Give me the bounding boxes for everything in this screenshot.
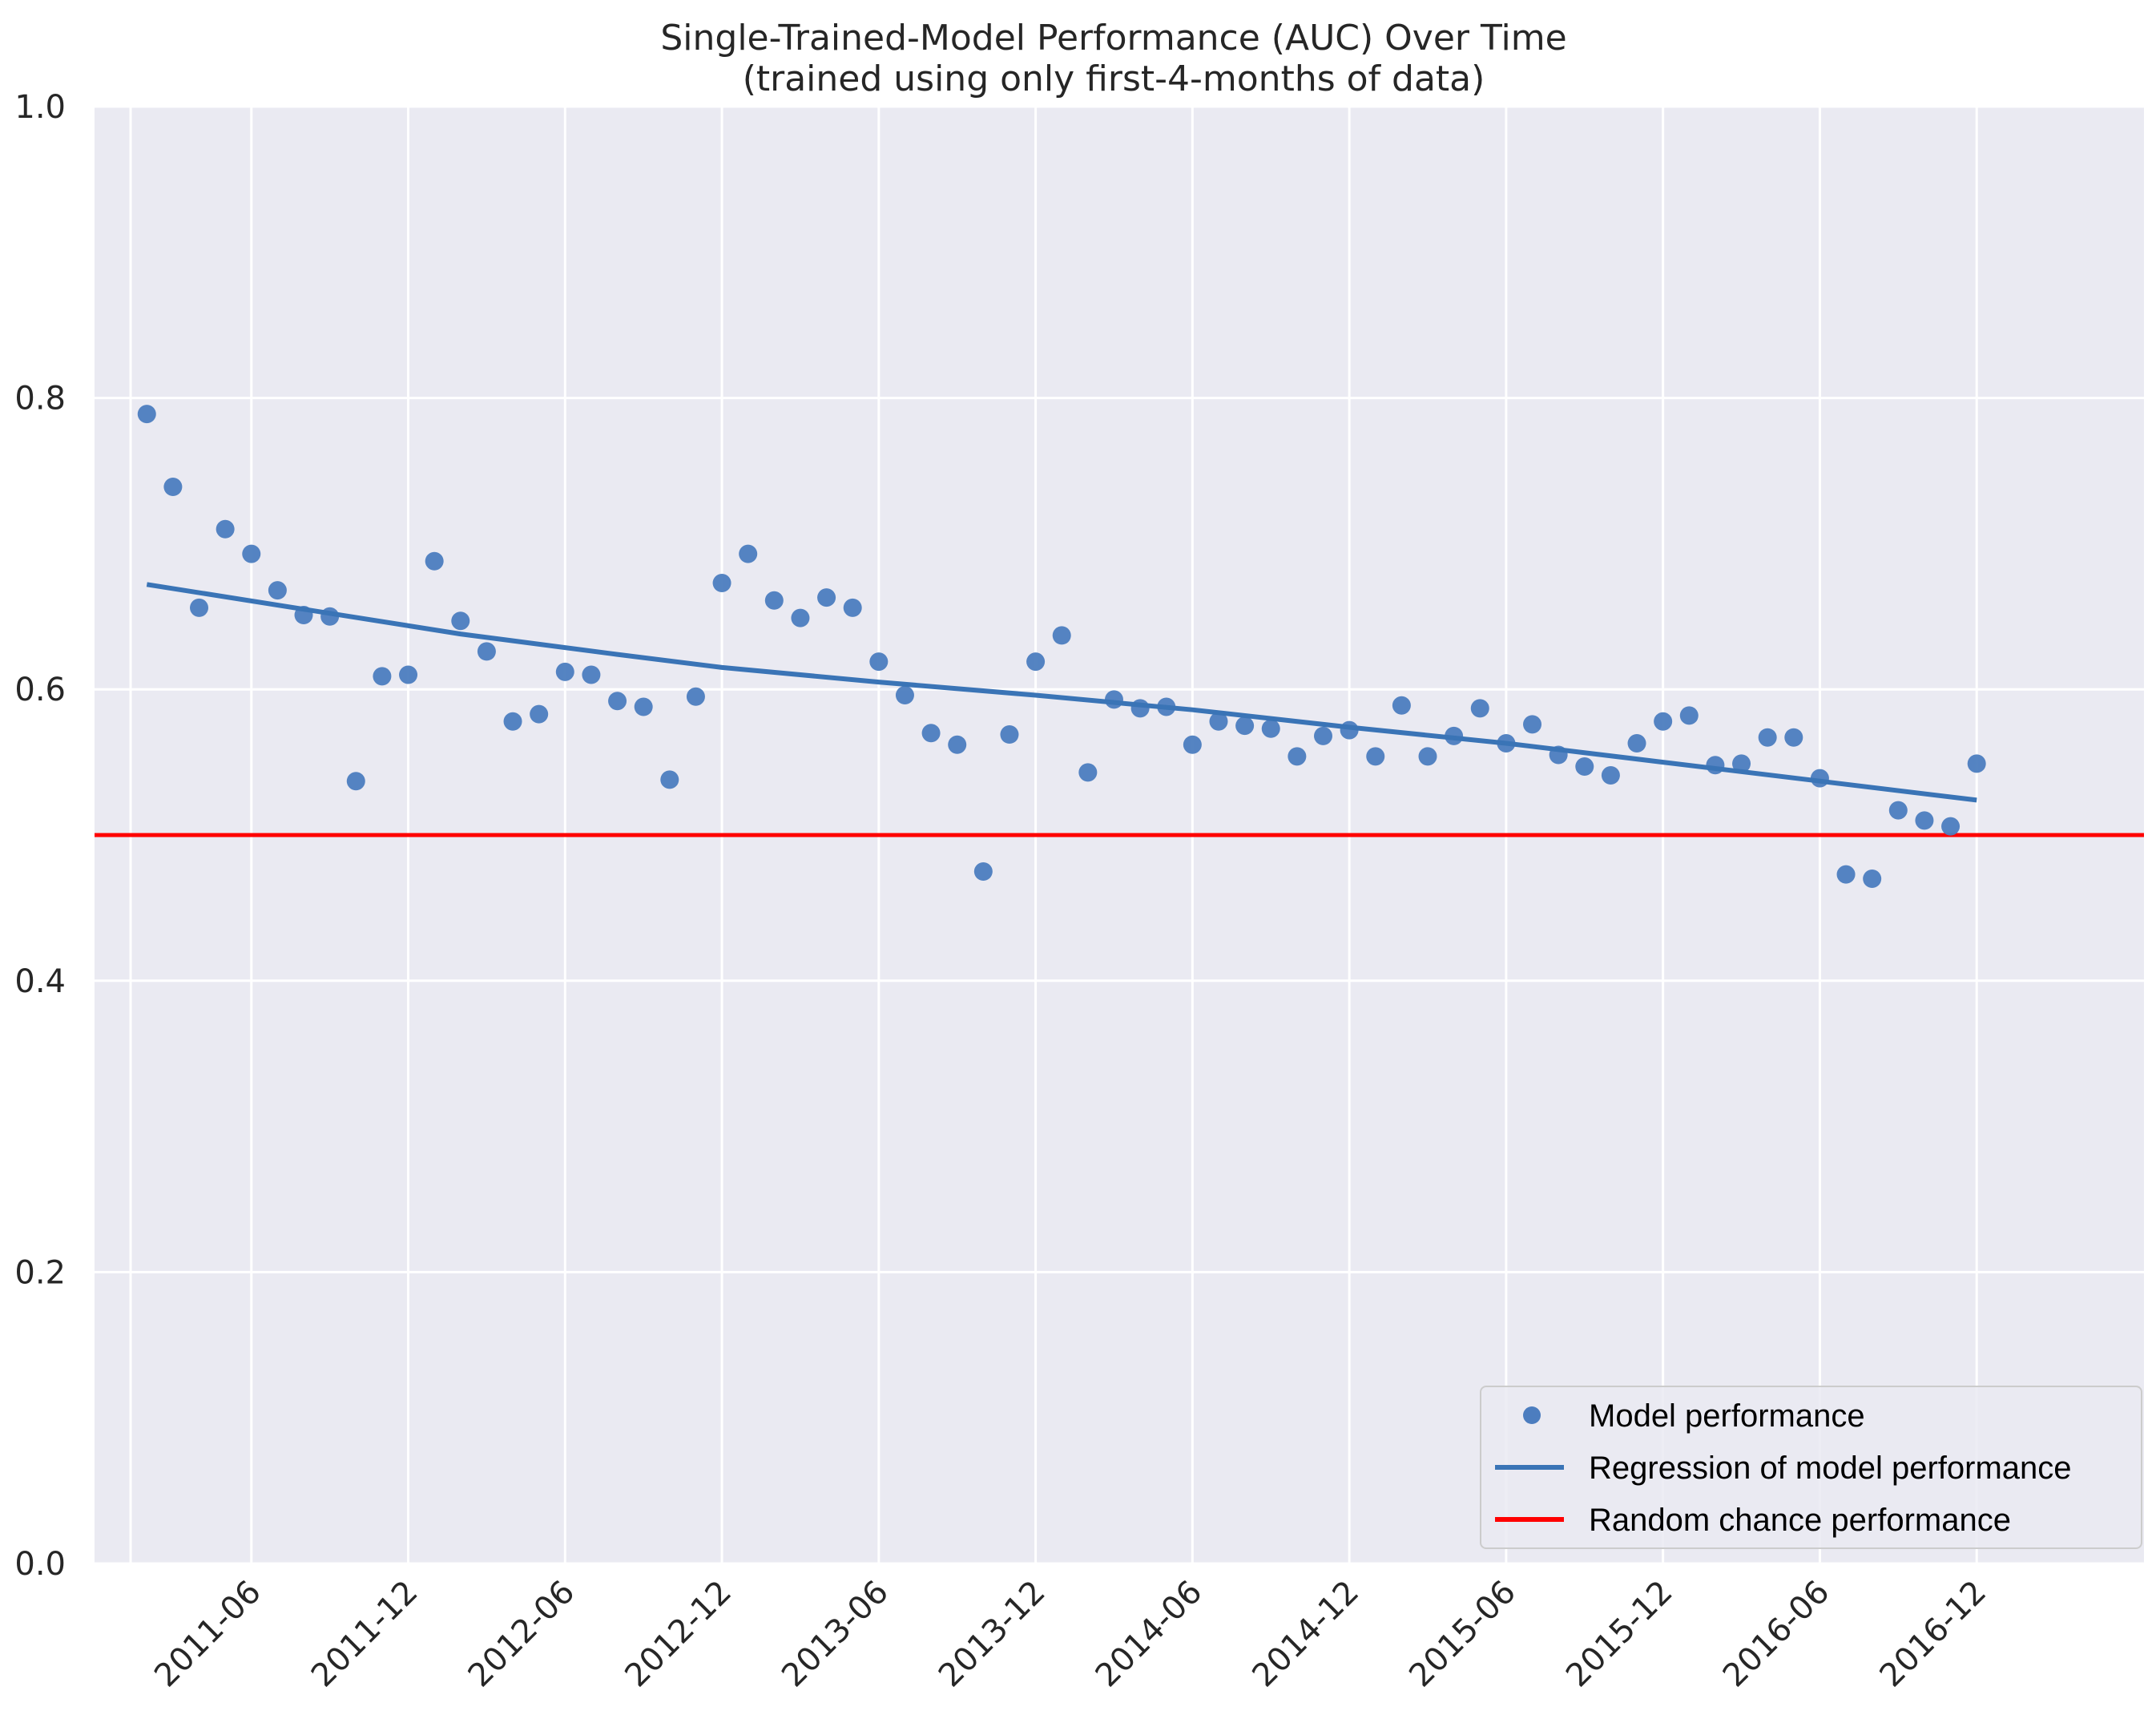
data-point xyxy=(1758,728,1777,747)
y-tick-label: 0.8 xyxy=(14,381,66,418)
y-axis-ticks: 0.0 0.2 0.4 0.6 0.8 1.0 xyxy=(14,89,66,1583)
y-tick-label: 0.4 xyxy=(14,963,66,1000)
data-point xyxy=(1026,652,1046,672)
data-point xyxy=(1732,754,1751,773)
data-point xyxy=(1601,765,1620,785)
legend-label-regression: Regression of model performance xyxy=(1589,1451,2072,1486)
data-point xyxy=(634,697,653,716)
y-tick-label: 0.0 xyxy=(14,1546,66,1583)
data-point xyxy=(1235,716,1255,736)
data-point xyxy=(163,477,183,496)
data-point xyxy=(843,598,862,617)
data-point xyxy=(895,685,914,704)
data-point xyxy=(921,724,941,743)
data-point xyxy=(242,544,261,563)
data-point xyxy=(869,652,889,672)
data-point xyxy=(686,687,705,706)
y-tick-label: 0.2 xyxy=(14,1254,66,1291)
y-tick-label: 0.6 xyxy=(14,672,66,708)
regression-line xyxy=(146,582,1977,803)
data-point xyxy=(1523,715,1542,734)
data-point xyxy=(1209,712,1228,731)
chart-title: Single-Trained-Model Performance (AUC) O… xyxy=(660,18,1566,59)
data-point xyxy=(1261,719,1280,738)
data-point xyxy=(555,662,574,681)
data-point xyxy=(582,665,601,684)
data-point xyxy=(1183,735,1202,754)
data-point xyxy=(712,573,731,592)
data-point xyxy=(1627,733,1646,753)
data-point xyxy=(268,581,287,600)
data-point xyxy=(1941,817,1961,836)
data-point xyxy=(451,611,470,631)
legend-label-model-performance: Model performance xyxy=(1589,1398,1865,1434)
data-point xyxy=(1836,865,1856,884)
data-point xyxy=(608,692,627,711)
legend-box xyxy=(1480,1386,2142,1549)
data-point xyxy=(1000,725,1019,744)
data-point xyxy=(477,642,496,661)
data-point xyxy=(190,598,209,617)
data-point xyxy=(1915,811,1934,830)
chart-subtitle: (trained using only first-4-months of da… xyxy=(743,59,1485,99)
legend-point-marker xyxy=(1523,1406,1541,1424)
legend-label-random-chance: Random chance performance xyxy=(1589,1503,2011,1538)
data-point xyxy=(1078,763,1098,782)
regression-layer xyxy=(146,582,1977,803)
data-point xyxy=(1130,699,1150,718)
data-point xyxy=(137,405,156,424)
data-point xyxy=(1654,712,1673,731)
legend: Model performance Regression of model pe… xyxy=(1480,1386,2142,1549)
data-point xyxy=(791,608,810,627)
points-layer xyxy=(137,405,1986,889)
data-point xyxy=(373,667,392,686)
data-point xyxy=(973,861,993,881)
data-point xyxy=(1470,699,1489,718)
data-point xyxy=(817,588,836,607)
data-point xyxy=(216,519,235,539)
data-point xyxy=(503,712,522,731)
data-point xyxy=(1967,754,1986,773)
data-point xyxy=(425,551,444,571)
data-point xyxy=(1366,747,1385,766)
data-point xyxy=(764,591,784,610)
data-point xyxy=(399,665,418,684)
data-point xyxy=(1888,801,1908,820)
data-point xyxy=(1418,747,1437,766)
data-point xyxy=(1784,728,1803,747)
data-point xyxy=(346,772,365,791)
data-point xyxy=(1392,696,1411,715)
y-tick-label: 1.0 xyxy=(14,89,66,126)
data-point xyxy=(1313,726,1332,745)
data-point xyxy=(739,544,758,563)
data-point xyxy=(1575,757,1594,777)
data-point xyxy=(660,770,679,789)
data-point xyxy=(1863,870,1882,889)
data-point xyxy=(1288,747,1307,766)
data-point xyxy=(1679,706,1699,725)
data-point xyxy=(530,704,549,724)
data-point xyxy=(1052,626,1071,645)
data-point xyxy=(948,735,967,754)
